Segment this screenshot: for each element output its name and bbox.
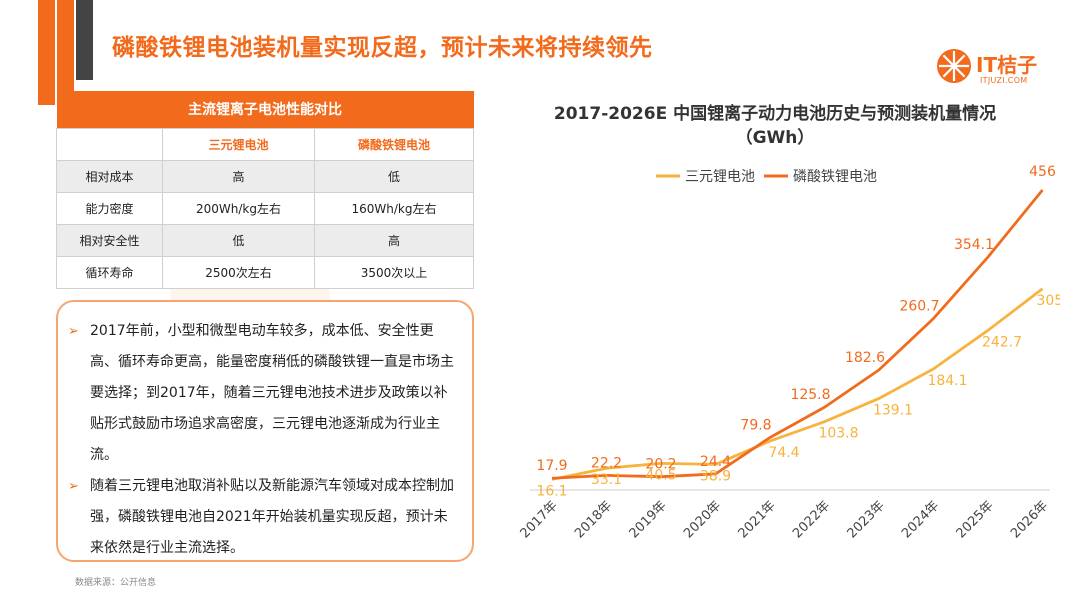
data-label: 16.1 [536,483,567,499]
x-tick-label: 2022年 [790,498,833,541]
page-title: 磷酸铁锂电池装机量实现反超，预计未来将持续领先 [112,35,653,61]
data-label: 38.9 [700,468,731,484]
data-label: 260.7 [899,298,939,314]
table-row: 相对成本 高 低 [56,159,474,193]
chart-legend: 三元锂电池 磷酸铁锂电池 [656,169,877,185]
table-cell: 低 [314,159,474,193]
table-cell: 200Wh/kg左右 [162,191,315,225]
orange-slice-icon [937,49,971,83]
table-cell: 高 [314,223,474,257]
data-label: 17.9 [536,458,567,474]
data-label: 184.1 [927,373,967,389]
data-label: 305.8 [1036,293,1060,309]
note-item: ➢ 随着三元锂电池取消补贴以及新能源汽车领域对成本控制加强，磷酸铁锂电池自202… [68,471,460,564]
chart-axes: 2017年 2018年 2019年 2020年 2021年 2022年 2023年 2024年… [518,489,1051,541]
data-label: 24.4 [700,454,731,470]
table-cell: 3500次以上 [314,255,474,289]
data-label: 456 [1029,164,1056,180]
decor-bar [57,0,74,92]
note-text: 2017年前，小型和微型电动车较多，成本低、安全性更高、循环寿命更高，能量密度稍… [90,323,454,463]
data-source: 数据来源：公开信息 [75,578,157,588]
logo-text: IT桔子 [976,53,1038,77]
table-row: 能力密度 200Wh/kg左右 160Wh/kg左右 [56,191,474,225]
x-tick-label: 2023年 [845,498,888,541]
arrow-right-icon: ➢ [68,479,79,494]
data-label: 139.1 [873,402,913,418]
decor-bar [76,0,93,80]
legend-label: 三元锂电池 [685,169,755,185]
x-tick-label: 2018年 [572,498,615,541]
chart-title: 2017-2026E 中国锂离子动力电池历史与预测装机量情况（GWh） [553,104,997,148]
comparison-table: 主流锂离子电池性能对比 三元锂电池 磷酸铁锂电池 相对成本 高 低 能力密度 2… [56,91,474,289]
data-label: 40.5 [645,467,676,483]
table-row: 循环寿命 2500次左右 3500次以上 [56,255,474,289]
x-tick-label: 2021年 [736,498,779,541]
data-label: 182.6 [845,350,885,366]
series-line [551,189,1044,480]
data-label: 354.1 [954,237,994,253]
chart-series [551,189,1044,481]
data-label: 242.7 [982,334,1022,350]
x-tick-label: 2026年 [1008,498,1051,541]
table-header-row: 三元锂电池 磷酸铁锂电池 [56,127,474,161]
data-label: 103.8 [818,426,858,442]
note-item: ➢ 2017年前，小型和微型电动车较多，成本低、安全性更高、循环寿命更高，能量密… [68,316,460,471]
table-row: 相对安全性 低 高 [56,223,474,257]
data-label: 125.8 [790,387,830,403]
data-label: 74.4 [768,445,799,461]
data-label: 20.2 [645,457,676,473]
table-cell: 低 [162,223,315,257]
note-text: 随着三元锂电池取消补贴以及新能源汽车领域对成本控制加强，磷酸铁锂电池自2021年… [90,478,454,556]
legend-label: 磷酸铁锂电池 [793,169,877,185]
table-cell: 2500次左右 [162,255,315,289]
x-tick-label: 2025年 [954,498,997,541]
logo: IT桔子 ITJUZI.COM [936,46,1056,90]
arrow-right-icon: ➢ [68,324,79,339]
x-tick-label: 2020年 [681,498,724,541]
data-label: 79.8 [740,417,771,433]
data-label: 33.1 [591,472,622,488]
table-cell: 高 [162,159,315,193]
x-tick-label: 2019年 [627,498,670,541]
table-cell: 160Wh/kg左右 [314,191,474,225]
table-cell: 相对安全性 [56,223,163,257]
data-label: 22.2 [591,455,622,471]
table-header-cell: 三元锂电池 [162,127,315,161]
x-tick-label: 2017年 [518,498,561,541]
table-header-cell: 磷酸铁锂电池 [314,127,474,161]
logo-subtext: ITJUZI.COM [980,76,1028,85]
table-cell: 能力密度 [56,191,163,225]
notes-box: ➢ 2017年前，小型和微型电动车较多，成本低、安全性更高、循环寿命更高，能量密… [56,300,474,562]
table-cell: 相对成本 [56,159,163,193]
x-tick-label: 2024年 [899,498,942,541]
table-header-cell [56,127,163,161]
line-chart: 三元锂电池 磷酸铁锂电池 2017年 2018年 2019年 2020年 2021年 202… [518,164,1060,541]
table-cell: 循环寿命 [56,255,163,289]
series-line [551,287,1044,481]
table-title: 主流锂离子电池性能对比 [56,91,474,128]
chart-data-labels: 16.1 33.1 40.5 38.9 74.4 103.8 139.1 184.1 242.7… [536,164,1060,499]
decor-bar [38,0,55,105]
